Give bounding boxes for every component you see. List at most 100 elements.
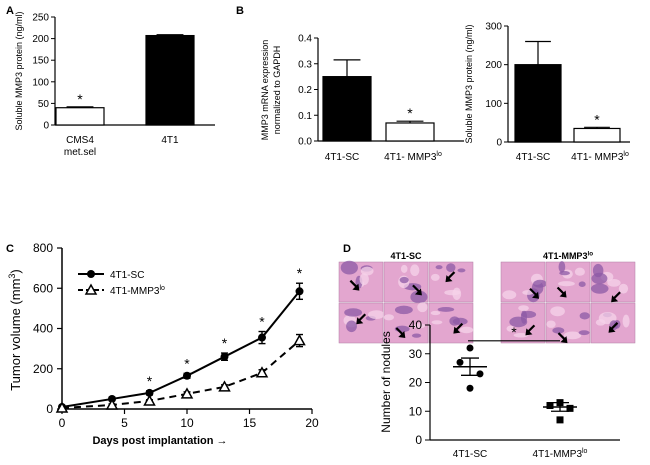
arrow-head	[398, 330, 406, 338]
x-tick-label: 10	[180, 416, 194, 430]
arrow-head	[560, 336, 568, 344]
panel-a-bar-chart: 0 50 100 150 200 250 * Soluble MMP3 protein (ng…	[14, 11, 215, 158]
tissue-blob	[578, 281, 586, 288]
y-tick-label: 0.1	[298, 111, 312, 122]
data-point	[183, 371, 191, 380]
tissue-blob	[383, 314, 395, 321]
y-tick-label: 30	[409, 347, 423, 361]
y-tick-label: 10	[409, 404, 423, 418]
tissue-blob	[552, 327, 565, 334]
tissue-blob	[446, 263, 456, 273]
tissue-blob	[521, 310, 537, 318]
tissue-blob	[607, 278, 621, 287]
data-point	[456, 358, 464, 366]
y-tick-label: 150	[32, 56, 49, 67]
data-point	[546, 402, 554, 409]
data-point	[566, 404, 574, 412]
series-line	[61, 290, 301, 408]
image-group-title: 4T1-SC	[390, 251, 422, 261]
tissue-blob	[459, 326, 474, 334]
x-category-label: 4T1-SC	[516, 152, 550, 163]
tissue-blob	[368, 310, 385, 319]
tissue-blob	[513, 332, 529, 338]
tissue-blob	[502, 290, 517, 300]
tissue-blob	[359, 273, 369, 286]
panel-d-histology-images: 4T1-SC 4T1-MMP3lo	[338, 250, 636, 344]
panel-letter-c: C	[6, 243, 14, 255]
tissue-blob	[411, 333, 422, 338]
arrow-head	[611, 295, 619, 303]
tissue-blob	[622, 314, 630, 328]
significance-star: *	[297, 265, 303, 281]
tissue-blob	[558, 281, 575, 287]
bar	[145, 34, 195, 126]
y-axis-title: Tumor volume (mm3)	[7, 269, 23, 391]
data-point	[105, 398, 119, 410]
y-tick-label: 0	[415, 433, 422, 447]
data-point	[258, 333, 266, 342]
tissue-blob	[595, 319, 606, 326]
x-category-label: CMS4	[66, 135, 94, 146]
tissue-blob	[399, 276, 409, 284]
y-tick-label: 400	[33, 322, 53, 336]
y-tick-label: 0	[496, 138, 502, 149]
data-point	[143, 394, 156, 406]
significance-star: *	[407, 105, 413, 121]
y-tick-label: 0	[46, 402, 53, 416]
tissue-blob	[590, 283, 609, 294]
x-tick-label: 20	[305, 416, 319, 430]
y-tick-label: 0.2	[298, 85, 312, 96]
y-tick-label: 200	[33, 362, 53, 376]
tissue-blob	[579, 312, 590, 320]
x-category-label: 4T1- MMP3lo	[384, 151, 442, 163]
tissue-blob	[394, 305, 413, 315]
bar	[385, 122, 435, 142]
significance-star: *	[594, 111, 600, 127]
tissue-blob	[559, 270, 570, 276]
arrow-head	[445, 275, 453, 283]
arrow-head	[532, 291, 540, 299]
tissue-blob	[550, 306, 565, 317]
tissue-blob	[435, 265, 443, 270]
arrow-head	[414, 288, 422, 296]
significance-star: *	[222, 335, 228, 351]
tissue-blob	[457, 268, 466, 273]
tissue-blob	[437, 307, 455, 312]
tissue-blob	[360, 266, 374, 276]
tissue-blob	[444, 289, 461, 296]
data-point	[466, 344, 474, 352]
x-axis-title: Days post implantation →	[92, 435, 227, 447]
arrow-head	[525, 328, 533, 336]
tissue-blob	[546, 320, 556, 328]
bar	[573, 127, 621, 143]
tissue-blob	[563, 331, 582, 340]
tissue-blob	[430, 273, 440, 281]
significance-star: *	[77, 91, 83, 107]
tissue-blob	[506, 325, 515, 332]
legend-label: 4T1-MMP3lo	[110, 285, 165, 297]
legend-marker	[87, 270, 95, 278]
tissue-blob	[618, 283, 629, 294]
data-point	[145, 388, 154, 397]
x-tick-label: 15	[243, 416, 257, 430]
y-tick-label: 20	[409, 376, 423, 390]
y-axis-title: Soluble MMP3 protein (ng/ml)	[464, 24, 474, 143]
tissue-blob	[558, 261, 566, 273]
tissue-blob	[400, 264, 408, 273]
panel-d-scatter-chart: 0 10 20 30 40 Number of nodules 4T1-SC 4T1-MMP3…	[379, 318, 620, 460]
x-tick-label: 0	[59, 416, 66, 430]
y-tick-label: 250	[32, 13, 49, 24]
tissue-blob	[344, 308, 363, 317]
panel-b-mrna-bar-chart: 0.0 0.1 0.2 0.3 0.4 * MMP3 mRNA expression norm…	[260, 34, 464, 163]
y-axis-title: Soluble MMP3 protein (ng/ml)	[14, 11, 24, 130]
y-tick-label: 0	[43, 121, 49, 132]
data-point	[556, 416, 564, 424]
x-category-label: 4T1-SC	[453, 449, 487, 460]
y-tick-label: 50	[38, 99, 50, 110]
x-category-label: 4T1-MMP3lo	[533, 448, 588, 460]
y-tick-label: 100	[485, 99, 502, 110]
panel-c-line-chart: 0 200 400 600 800 0 5 10 15 20 Days post implantat…	[7, 241, 319, 447]
panel-letter-a: A	[6, 5, 14, 17]
y-axis-title: normalized to GAPDH	[272, 46, 282, 135]
tissue-blob	[449, 316, 460, 326]
